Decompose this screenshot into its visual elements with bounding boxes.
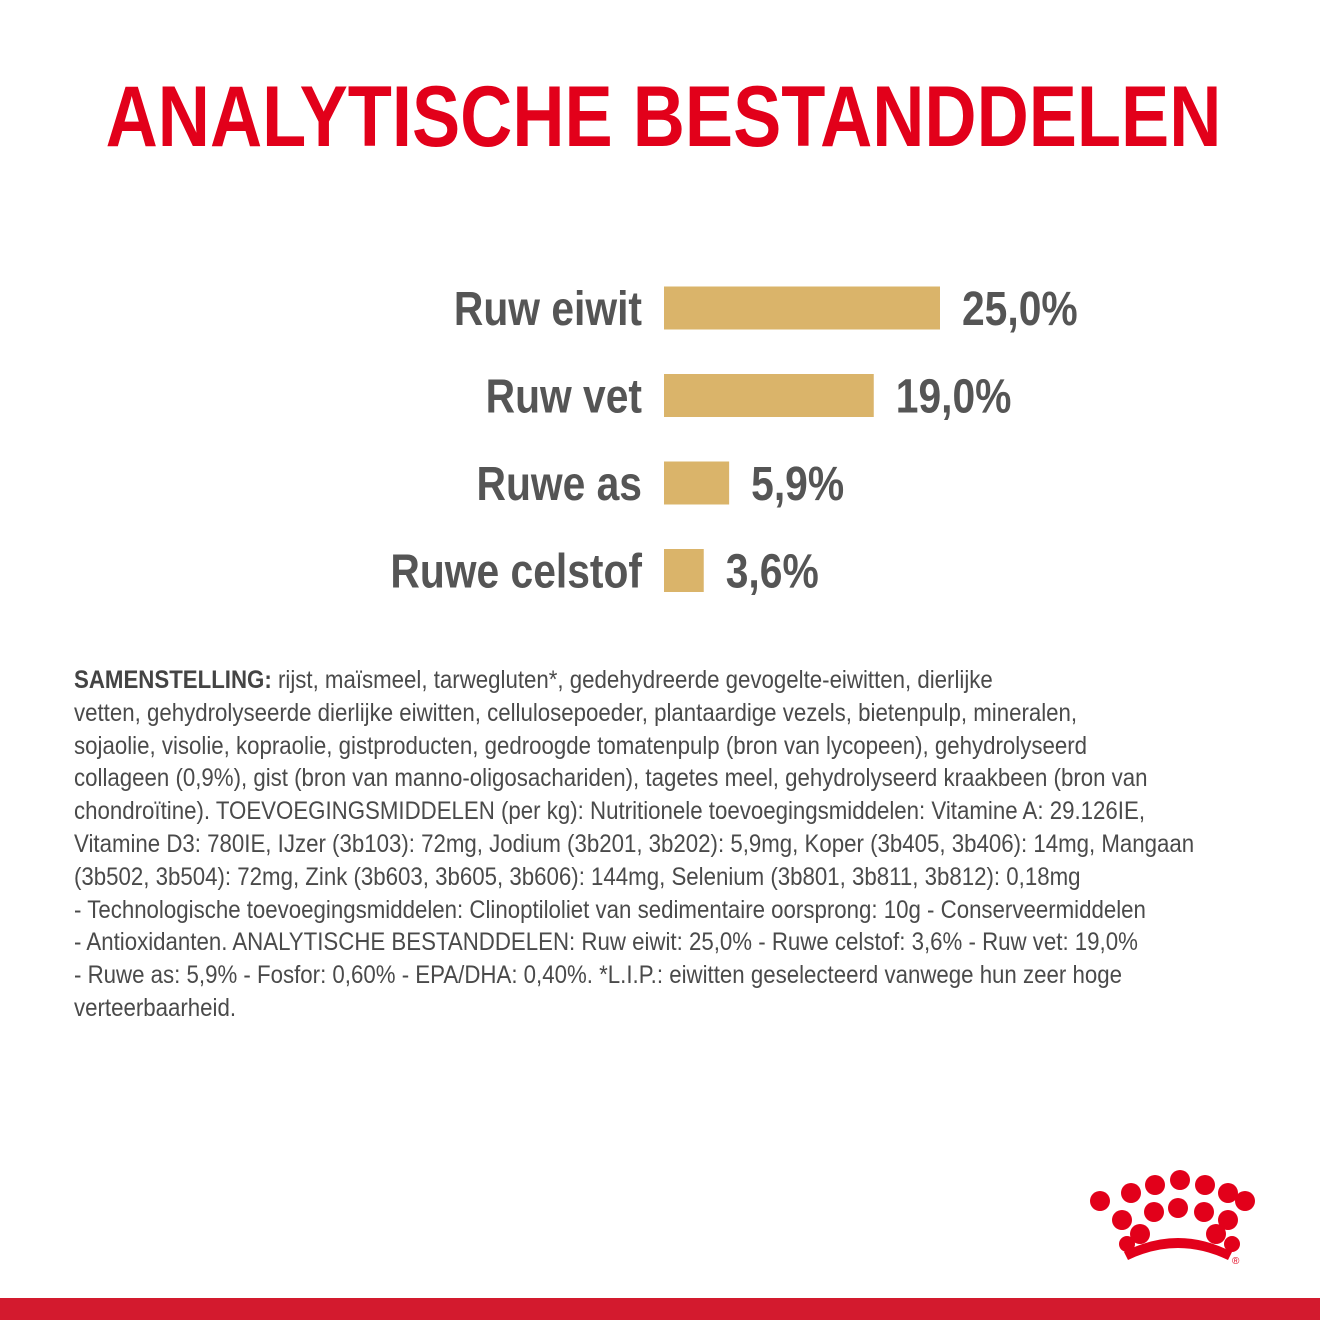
composition-line-3: collageen (0,9%), gist (bron van manno-o… <box>74 764 1148 793</box>
composition-line-1: vetten, gehydrolyseerde dierlijke eiwitt… <box>74 698 1078 727</box>
composition-line-10: verteerbaarheid. <box>74 993 237 1022</box>
bar <box>664 374 874 417</box>
composition-line-8: - Antioxidanten. ANALYTISCHE BESTANDDELE… <box>74 928 1138 957</box>
nutrient-bar-chart: Ruw eiwit 25,0% Ruw vet 19,0% Ruwe as 5,9% Ruw… <box>390 283 1078 598</box>
bar <box>664 549 704 592</box>
value-label: 25,0% <box>962 283 1078 336</box>
value-label: 5,9% <box>751 458 844 511</box>
registered-mark: ® <box>1232 1256 1240 1267</box>
composition-line-2: sojaolie, visolie, kopraolie, gistproduc… <box>74 731 1088 760</box>
value-label: 19,0% <box>896 370 1012 423</box>
category-label: Ruwe as <box>477 458 642 511</box>
category-label: Ruw eiwit <box>454 283 642 336</box>
category-label: Ruwe celstof <box>390 545 642 598</box>
composition-label: SAMENSTELLING: <box>74 666 272 694</box>
composition-line-0: SAMENSTELLING: rijst, maïsmeel, tarweglu… <box>74 666 993 694</box>
composition-line-6: (3b502, 3b504): 72mg, Zink (3b603, 3b605… <box>74 862 1081 891</box>
composition-line-9: - Ruwe as: 5,9% - Fosfor: 0,60% - EPA/DH… <box>74 961 1122 990</box>
page-title: ANALYTISCHE BESTANDDELEN <box>105 69 1222 165</box>
category-label: Ruw vet <box>486 370 643 423</box>
composition-text: SAMENSTELLING: rijst, maïsmeel, tarweglu… <box>74 664 1314 1025</box>
crown-icon: ® <box>1090 1170 1255 1267</box>
footer-bar <box>0 1298 1320 1320</box>
composition-line-7: - Technologische toevoegingsmiddelen: Cl… <box>74 895 1146 924</box>
composition-line-5: Vitamine D3: 780IE, IJzer (3b103): 72mg,… <box>74 829 1195 858</box>
value-label: 3,6% <box>726 545 819 598</box>
bar <box>664 286 940 330</box>
bar <box>664 461 730 505</box>
composition-line-4: chondroïtine). TOEVOEGINGSMIDDELEN (per … <box>74 797 1146 826</box>
